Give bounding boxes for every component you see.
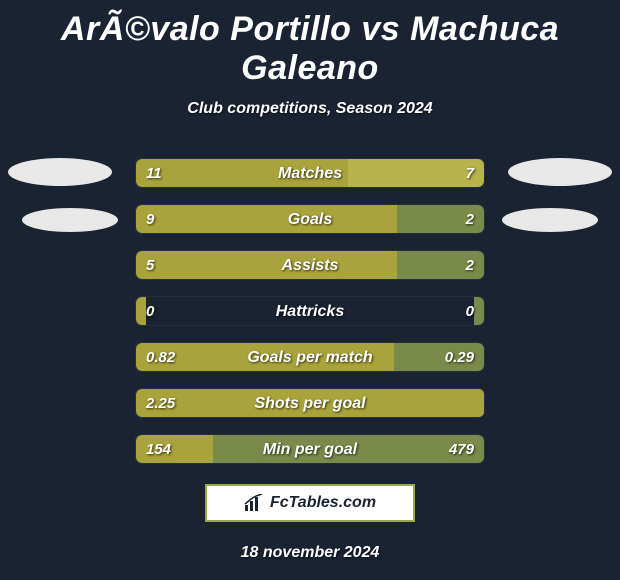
comparison-chart: Matches117Goals92Assists52Hattricks00Goa… — [0, 158, 620, 464]
stat-value-left: 11 — [146, 159, 162, 188]
chart-icon — [244, 494, 264, 512]
player-left-photo-placeholder-top — [8, 158, 112, 186]
stat-row: Goals per match0.82 0.29 — [135, 342, 485, 372]
stat-row: Shots per goal2.25 — [135, 388, 485, 418]
logo-text: FcTables.com — [270, 494, 376, 512]
stat-value-right: 7 — [466, 159, 474, 188]
subtitle: Club competitions, Season 2024 — [0, 100, 620, 118]
stat-label: Min per goal — [136, 435, 484, 464]
stat-value-left: 0 — [146, 297, 154, 326]
stat-value-right: 2 — [466, 251, 474, 280]
stat-bars-container: Matches117Goals92Assists52Hattricks00Goa… — [135, 158, 485, 464]
stat-label: Assists — [136, 251, 484, 280]
stat-value-left: 154 — [146, 435, 171, 464]
stat-label: Matches — [136, 159, 484, 188]
stat-row: Matches11 7 — [135, 158, 485, 188]
stat-row: Goals9 2 — [135, 204, 485, 234]
stat-label: Goals per match — [136, 343, 484, 372]
stat-row: Hattricks0 0 — [135, 296, 485, 326]
stat-value-left: 5 — [146, 251, 154, 280]
fctables-logo: FcTables.com — [205, 484, 415, 522]
page-title: ArÃ©valo Portillo vs Machuca Galeano — [0, 0, 620, 88]
stat-row: Min per goal154 479 — [135, 434, 485, 464]
stat-row: Assists5 2 — [135, 250, 485, 280]
stat-value-right: 0 — [466, 297, 474, 326]
stat-value-right: 0.29 — [445, 343, 474, 372]
stat-label: Goals — [136, 205, 484, 234]
player-left-photo-placeholder-bottom — [22, 208, 118, 232]
stat-label: Shots per goal — [136, 389, 484, 418]
stat-label: Hattricks — [136, 297, 484, 326]
stat-value-left: 0.82 — [146, 343, 175, 372]
date-label: 18 november 2024 — [0, 544, 620, 562]
player-right-photo-placeholder-top — [508, 158, 612, 186]
stat-value-right: 2 — [466, 205, 474, 234]
stat-value-right: 479 — [449, 435, 474, 464]
stat-value-left: 9 — [146, 205, 154, 234]
stat-value-left: 2.25 — [146, 389, 175, 418]
player-right-photo-placeholder-bottom — [502, 208, 598, 232]
